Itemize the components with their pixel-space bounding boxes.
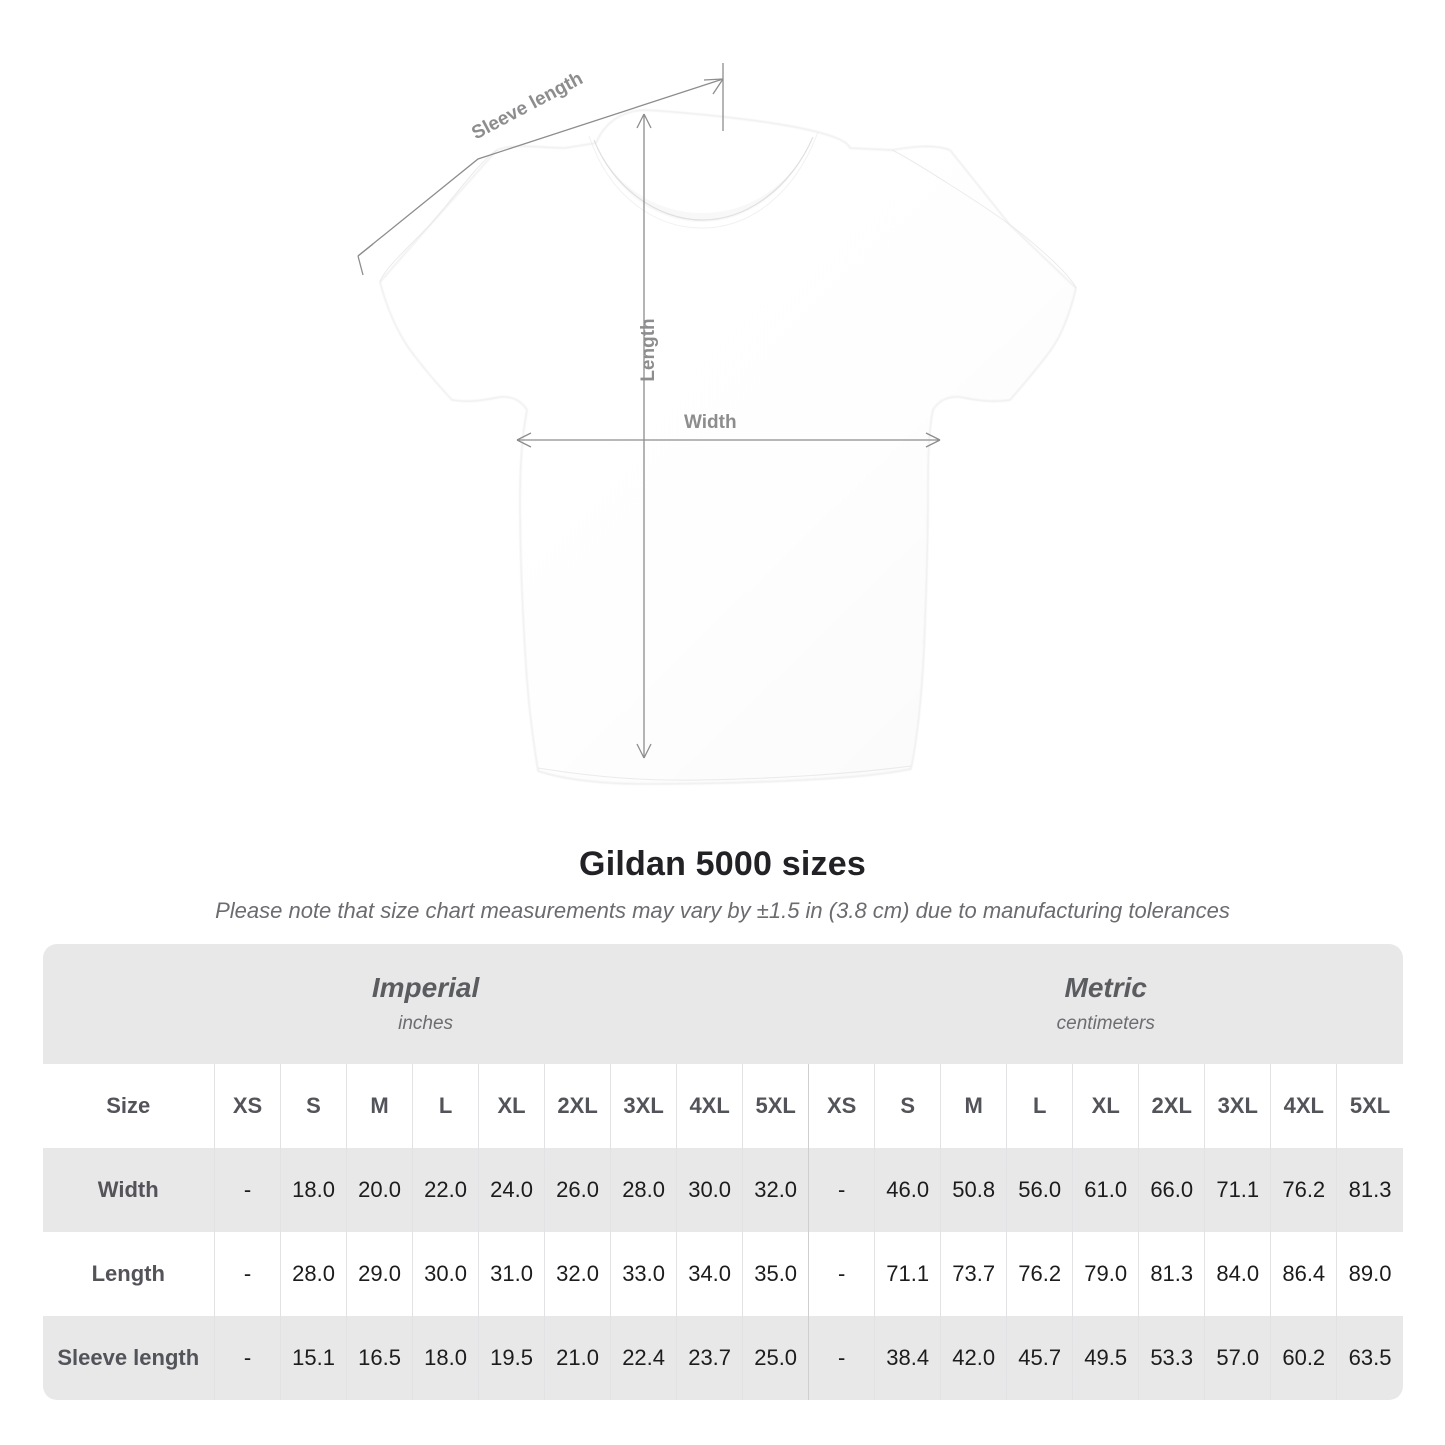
svg-text:Width: Width: [684, 412, 737, 433]
svg-text:Sleeve length: Sleeve length: [468, 68, 586, 144]
svg-text:Length: Length: [638, 318, 659, 381]
